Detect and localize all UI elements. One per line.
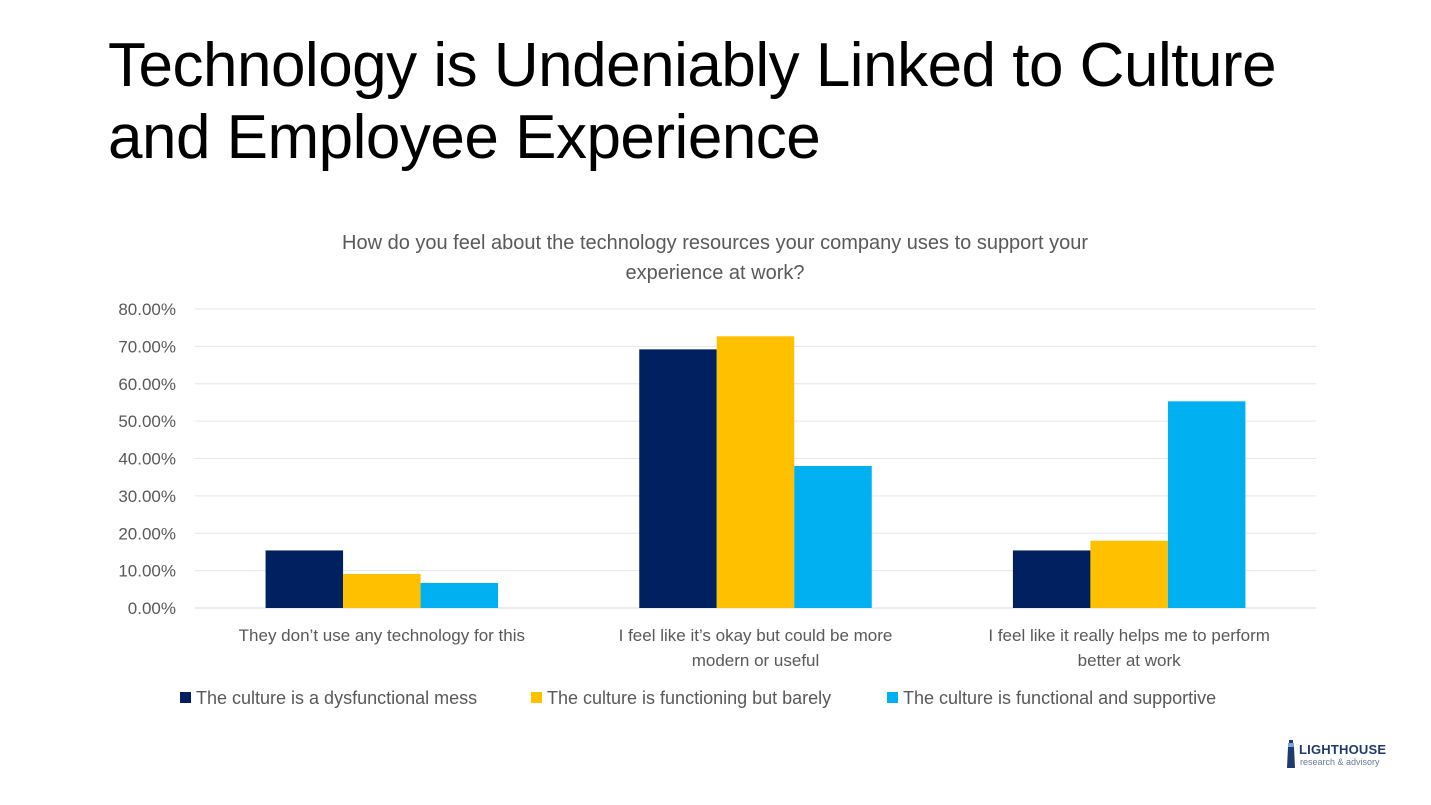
lighthouse-logo: LIGHTHOUSE research & advisory [1286,740,1396,770]
x-category-label: I feel like it really helps me to perfor… [988,626,1270,645]
y-tick-label: 60.00% [118,375,176,394]
y-tick-label: 10.00% [118,562,176,581]
legend-swatch [887,692,898,703]
y-tick-label: 50.00% [118,412,176,431]
legend: The culture is a dysfunctional mess The c… [180,688,1216,708]
y-tick-label: 20.00% [118,524,176,543]
bar [1167,401,1246,608]
x-axis: They don’t use any technology for this I … [239,626,1270,670]
bar [265,550,344,608]
chart-title-line-2: experience at work? [626,262,805,284]
slide-title-line-1: Technology is Undeniably Linked to Cultu… [108,31,1277,100]
y-tick-label: 0.00% [128,599,176,618]
logo-tagline: research & advisory [1300,757,1380,767]
legend-swatch [531,692,542,703]
y-tick-label: 70.00% [118,337,176,356]
bar [343,573,421,608]
bar [716,336,795,608]
bars [265,336,1246,608]
y-tick-label: 40.00% [118,450,176,469]
legend-swatch [180,692,191,703]
bar [1090,540,1168,608]
legend-label: The culture is functioning but barely [547,688,831,708]
logo-brand: LIGHTHOUSE [1299,742,1387,757]
chart-title-line-1: How do you feel about the technology res… [342,232,1088,254]
bar [794,465,872,608]
x-category-label: modern or useful [692,651,820,670]
y-tick-label: 30.00% [118,487,176,506]
y-tick-label: 80.00% [118,300,176,319]
legend-label: The culture is a dysfunctional mess [196,688,477,708]
x-category-label: better at work [1078,651,1181,670]
legend-label: The culture is functional and supportive [903,688,1216,708]
bar [639,349,717,608]
bar [420,582,499,608]
lighthouse-icon [1287,740,1295,768]
bar [1012,550,1091,608]
y-axis: 0.00% 10.00% 20.00% 30.00% 40.00% 50.00% 60.00… [118,300,176,618]
x-category-label: I feel like it’s okay but could be more [619,626,893,645]
slide-title-line-2: and Employee Experience [108,103,821,172]
x-category-label: They don’t use any technology for this [239,626,525,645]
slide-title: Technology is Undeniably Linked to Cultu… [108,30,1368,174]
